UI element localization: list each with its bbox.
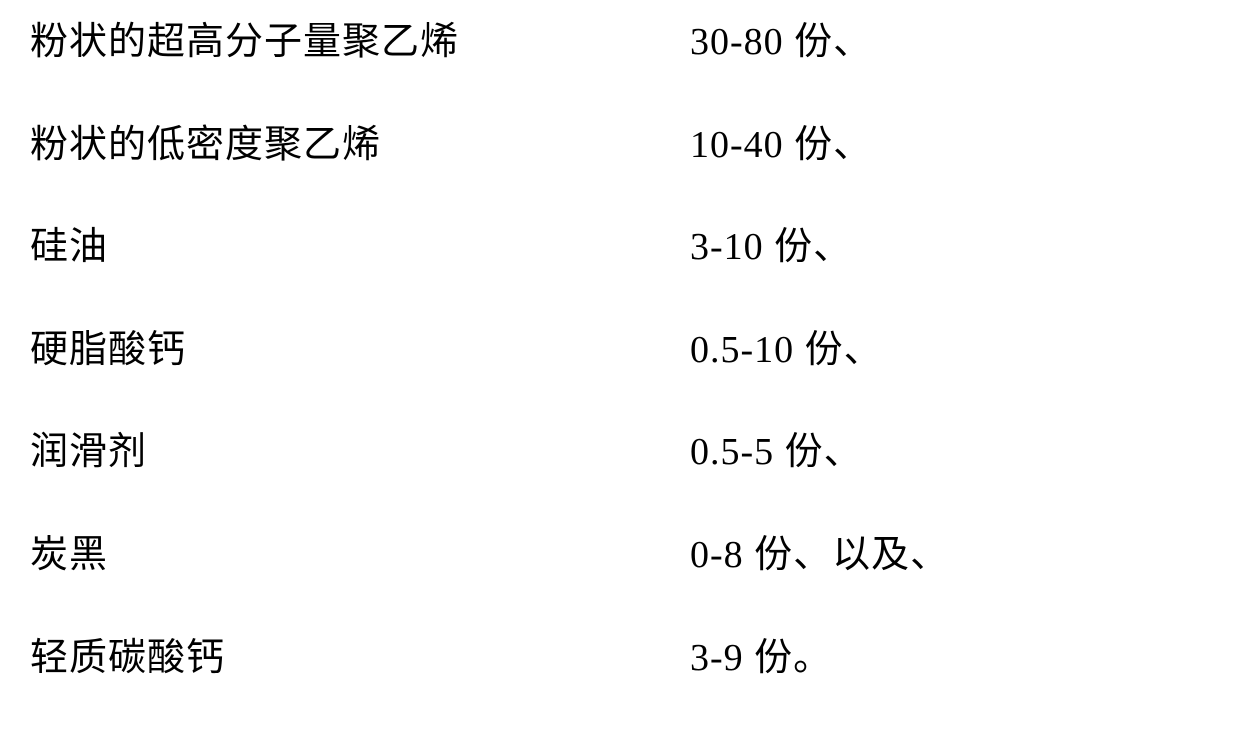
ingredient-label: 粉状的超高分子量聚乙烯 <box>30 20 690 66</box>
ingredient-row: 粉状的超高分子量聚乙烯 30-80 份、 <box>30 20 1209 66</box>
ingredient-label: 炭黑 <box>30 533 690 579</box>
ingredient-value: 0-8 份、以及、 <box>690 533 949 579</box>
ingredient-row: 润滑剂 0.5-5 份、 <box>30 430 1209 476</box>
ingredient-label: 硅油 <box>30 225 690 271</box>
ingredient-row: 轻质碳酸钙 3-9 份。 <box>30 636 1209 682</box>
ingredient-value: 10-40 份、 <box>690 123 872 169</box>
ingredient-value: 0.5-10 份、 <box>690 328 883 374</box>
ingredient-row: 炭黑 0-8 份、以及、 <box>30 533 1209 579</box>
ingredient-value: 3-9 份。 <box>690 636 832 682</box>
ingredient-label: 粉状的低密度聚乙烯 <box>30 123 690 169</box>
ingredient-label: 润滑剂 <box>30 430 690 476</box>
ingredient-value: 30-80 份、 <box>690 20 872 66</box>
ingredient-row: 粉状的低密度聚乙烯 10-40 份、 <box>30 123 1209 169</box>
ingredient-label: 硬脂酸钙 <box>30 328 690 374</box>
ingredient-value: 0.5-5 份、 <box>690 430 863 476</box>
ingredient-label: 轻质碳酸钙 <box>30 636 690 682</box>
ingredient-row: 硬脂酸钙 0.5-10 份、 <box>30 328 1209 374</box>
ingredient-row: 硅油 3-10 份、 <box>30 225 1209 271</box>
ingredient-value: 3-10 份、 <box>690 225 852 271</box>
